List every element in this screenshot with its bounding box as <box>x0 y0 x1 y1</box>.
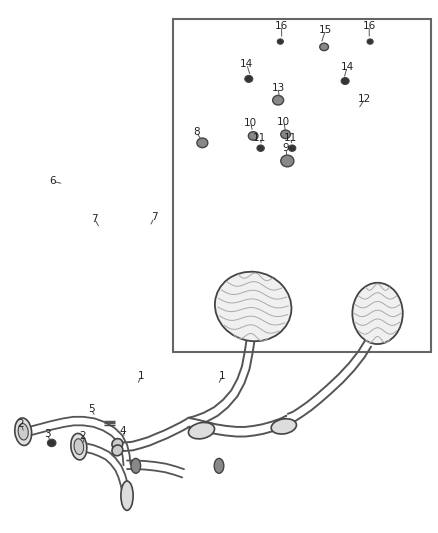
Ellipse shape <box>214 458 224 473</box>
Text: 16: 16 <box>275 21 288 30</box>
Text: 9: 9 <box>283 143 290 153</box>
Text: 12: 12 <box>358 94 371 103</box>
Text: 14: 14 <box>240 59 253 69</box>
Ellipse shape <box>71 433 87 460</box>
Text: 3: 3 <box>44 430 51 439</box>
Ellipse shape <box>281 130 290 139</box>
Ellipse shape <box>131 458 141 473</box>
Text: 10: 10 <box>244 118 257 127</box>
Ellipse shape <box>320 43 328 51</box>
Ellipse shape <box>18 424 28 440</box>
Ellipse shape <box>352 282 403 344</box>
Text: 15: 15 <box>319 26 332 35</box>
Text: 8: 8 <box>193 127 200 137</box>
Text: 7: 7 <box>91 214 98 223</box>
Text: 5: 5 <box>88 405 95 414</box>
Ellipse shape <box>121 481 133 511</box>
Text: 11: 11 <box>253 133 266 142</box>
Ellipse shape <box>281 155 294 167</box>
Ellipse shape <box>248 132 258 140</box>
Ellipse shape <box>341 77 349 84</box>
Ellipse shape <box>277 39 283 44</box>
Ellipse shape <box>74 439 84 455</box>
Text: 2: 2 <box>79 431 86 441</box>
Text: 16: 16 <box>363 21 376 30</box>
Ellipse shape <box>112 439 123 449</box>
Ellipse shape <box>272 95 284 105</box>
Ellipse shape <box>271 419 297 434</box>
Text: 6: 6 <box>49 176 56 186</box>
Text: 1: 1 <box>138 371 145 381</box>
Text: 14: 14 <box>341 62 354 71</box>
Ellipse shape <box>257 145 264 151</box>
Ellipse shape <box>188 423 215 439</box>
Ellipse shape <box>367 39 373 44</box>
Text: 10: 10 <box>277 117 290 126</box>
Text: 11: 11 <box>284 133 297 142</box>
Text: 7: 7 <box>151 213 158 222</box>
Text: 4: 4 <box>119 426 126 435</box>
Ellipse shape <box>15 418 32 446</box>
Ellipse shape <box>245 76 253 83</box>
Text: 1: 1 <box>219 371 226 381</box>
Ellipse shape <box>215 272 291 341</box>
Text: 2: 2 <box>18 419 25 429</box>
Ellipse shape <box>289 145 296 151</box>
Ellipse shape <box>197 138 208 148</box>
Text: 13: 13 <box>272 83 285 93</box>
Ellipse shape <box>47 439 56 447</box>
Bar <box>173 19 431 352</box>
Ellipse shape <box>112 445 123 456</box>
